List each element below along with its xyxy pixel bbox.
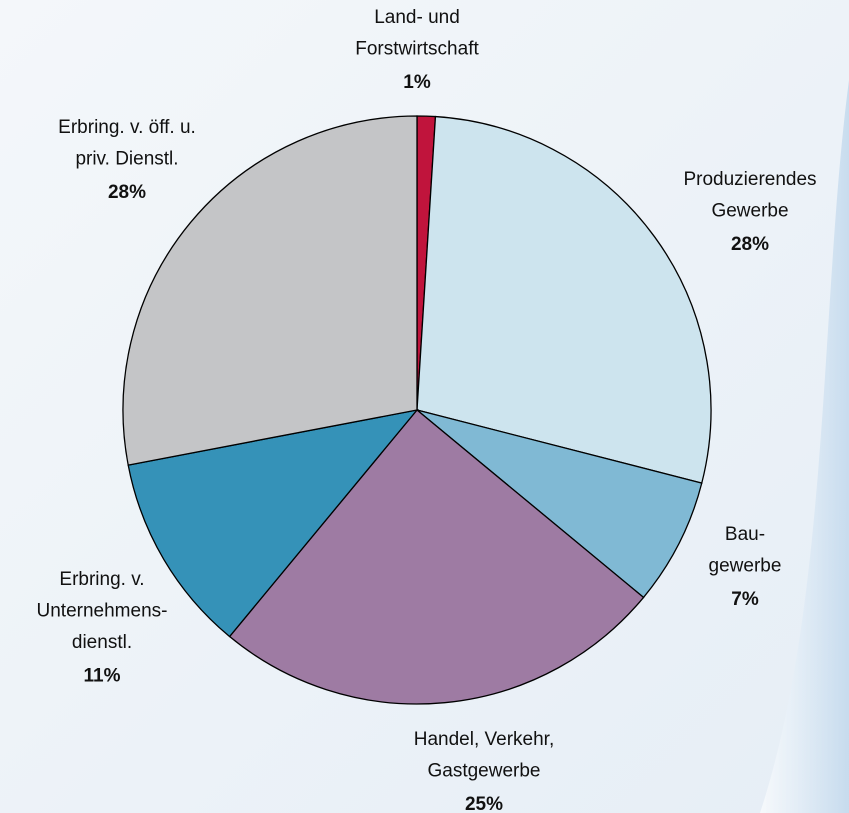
swoosh xyxy=(760,80,849,813)
slice-label: Bau- xyxy=(725,524,765,545)
slice-label: dienstl. xyxy=(72,632,132,653)
pie-slice xyxy=(122,115,418,466)
slice-label: priv. Dienstl. xyxy=(75,149,178,170)
slice-value-label: 11% xyxy=(84,666,121,687)
slice-label: Unternehmens- xyxy=(37,601,168,622)
pie-slice xyxy=(416,409,703,599)
slice-label: Handel, Verkehr, xyxy=(414,729,554,750)
slice-label: Produzierendes xyxy=(683,169,816,190)
slice-value-label: 25% xyxy=(465,794,503,813)
slice-label: Erbring. v. öff. u. xyxy=(58,117,196,138)
slice-label: Gastgewerbe xyxy=(427,761,540,782)
slice-value-label: 28% xyxy=(108,182,146,203)
slice-label: Land- und xyxy=(374,7,460,28)
pie-slice xyxy=(228,409,645,705)
slice-label: Forstwirtschaft xyxy=(355,39,479,60)
slice-label: Gewerbe xyxy=(711,201,788,222)
slice-value-label: 1% xyxy=(403,72,431,93)
slice-value-label: 28% xyxy=(731,234,769,255)
slice-label: Erbring. v. xyxy=(59,569,144,590)
slice-label: gewerbe xyxy=(709,556,782,577)
pie-slice xyxy=(127,409,419,638)
pie-slice xyxy=(416,115,712,484)
slice-value-label: 7% xyxy=(731,589,759,610)
